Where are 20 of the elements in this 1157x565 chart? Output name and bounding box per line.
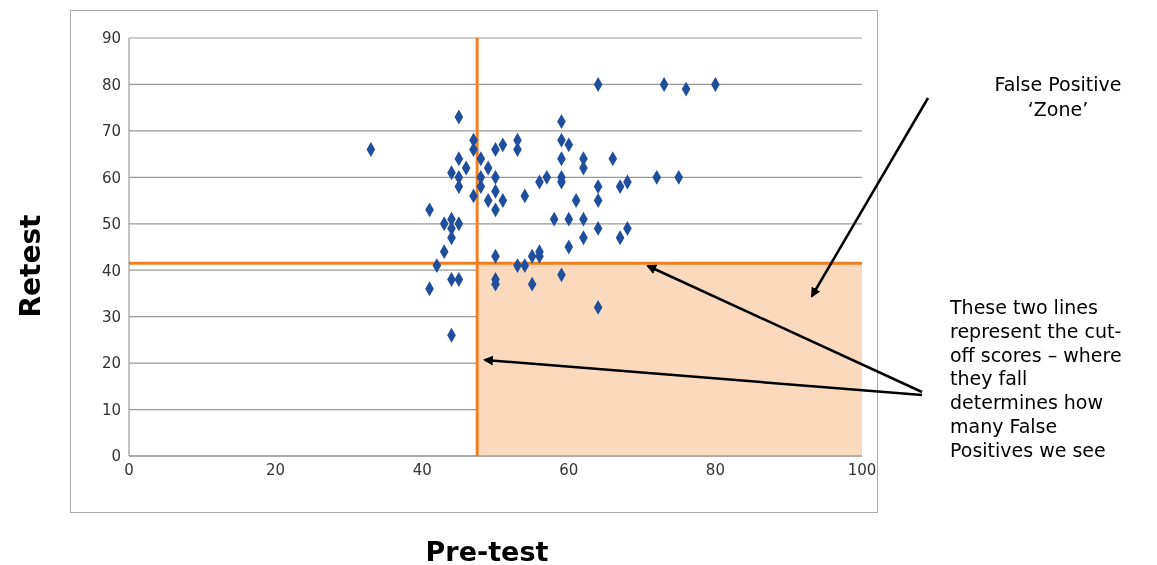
y-tick-label: 60	[101, 168, 121, 187]
y-tick-label: 70	[101, 122, 121, 141]
y-tick-label: 90	[101, 29, 121, 48]
x-tick-label: 0	[124, 460, 134, 479]
y-tick-label: 40	[101, 261, 121, 280]
y-axis-title: Retest	[13, 214, 47, 318]
y-tick-label: 50	[101, 215, 121, 234]
text: False Positive ‘Zone’	[993, 72, 1123, 122]
text: These two lines represent the cut-off scores – where they fall determines how many False Positives we see	[950, 296, 1123, 463]
y-tick-label: 0	[111, 447, 121, 466]
y-tick-label: 20	[101, 354, 121, 373]
x-tick-label: 20	[266, 460, 286, 479]
x-tick-label: 100	[847, 460, 877, 479]
x-tick-label: 60	[559, 460, 579, 479]
x-tick-label: 40	[412, 460, 432, 479]
x-tick-label: 80	[705, 460, 725, 479]
y-tick-label: 80	[101, 75, 121, 94]
y-tick-label: 30	[101, 307, 121, 326]
x-axis-title: Pre-test	[425, 536, 549, 565]
y-tick-label: 10	[101, 400, 121, 419]
